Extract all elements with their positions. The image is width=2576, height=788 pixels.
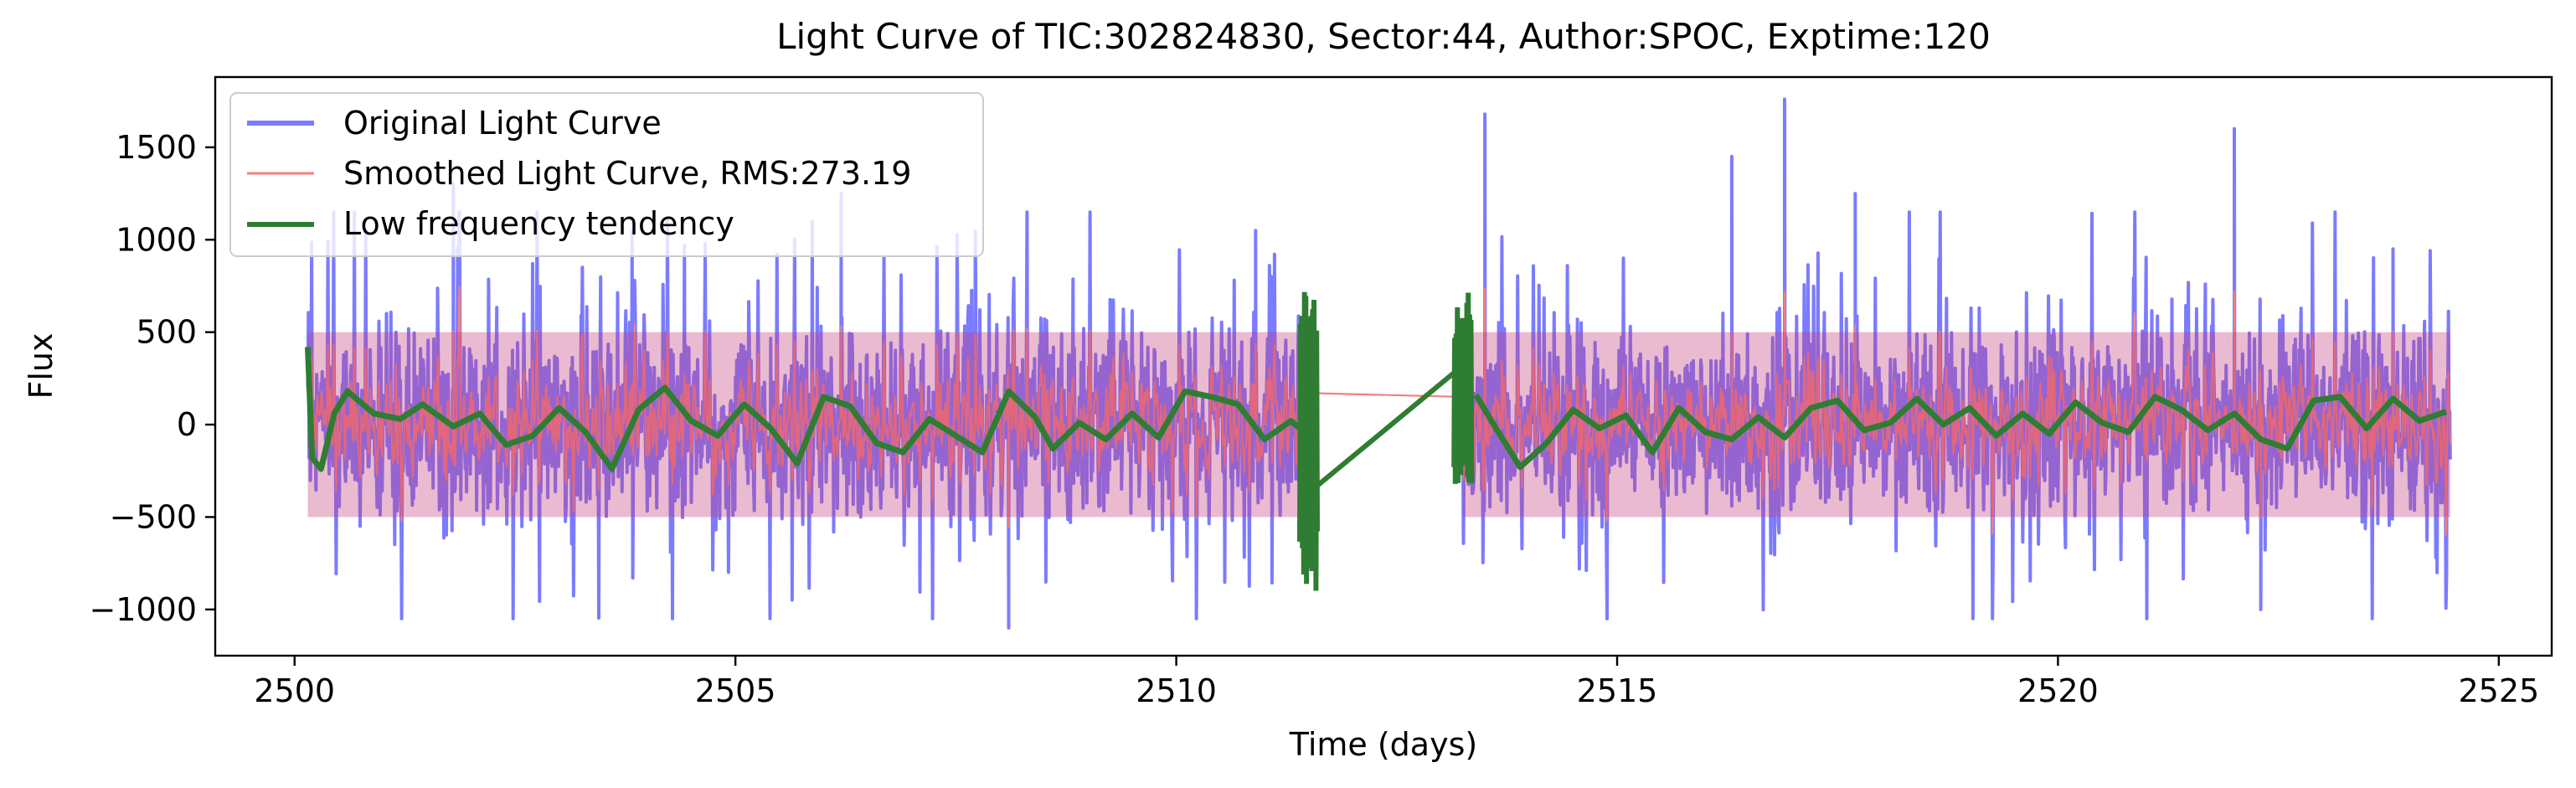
smoothed-curve-segment xyxy=(307,286,1314,528)
x-tick-label: 2515 xyxy=(1577,672,1658,709)
y-tick-label: 0 xyxy=(177,406,197,443)
y-tick-label: −1000 xyxy=(89,591,197,628)
legend-label-tendency: Low frequency tendency xyxy=(343,205,734,242)
plot-frame xyxy=(214,75,2553,657)
y-axis-ticks: 1500 1000 500 0 −500 −1000 xyxy=(89,129,215,628)
legend-label-original: Original Light Curve xyxy=(343,105,662,142)
legend: Original Light Curve Smoothed Light Curv… xyxy=(229,92,984,257)
legend-label-smoothed: Smoothed Light Curve, RMS:273.19 xyxy=(343,155,911,192)
x-axis-label: Time (days) xyxy=(1289,726,1477,763)
plot-area xyxy=(305,97,2452,630)
x-tick-label: 2510 xyxy=(1136,672,1217,709)
x-tick-label: 2525 xyxy=(2458,672,2539,709)
smoothed-gap-bridge xyxy=(1312,392,1463,399)
overlap-band xyxy=(1462,332,2450,518)
smoothed-curve-segment xyxy=(1461,287,2451,536)
tendency-edge-oscillation xyxy=(1451,292,1475,484)
x-tick-label: 2505 xyxy=(695,672,776,709)
chart-title: Light Curve of TIC:302824830, Sector:44,… xyxy=(776,16,1991,57)
series-low-frequency-tendency xyxy=(305,291,2447,591)
tendency-curve-segment xyxy=(1473,393,2447,471)
y-tick-label: 1500 xyxy=(116,129,197,166)
tendency-curve-segment xyxy=(305,347,1311,472)
legend-box xyxy=(229,92,984,257)
tendency-gap-bridge xyxy=(1311,367,1461,492)
x-tick-label: 2500 xyxy=(254,672,335,709)
x-tick-label: 2520 xyxy=(2017,672,2099,709)
x-axis-ticks: 2500 2505 2510 2515 2520 2525 xyxy=(254,656,2539,709)
tendency-edge-oscillation xyxy=(1297,291,1320,591)
y-axis-label: Flux xyxy=(23,333,59,399)
y-tick-label: 500 xyxy=(136,314,197,351)
y-tick-label: 1000 xyxy=(116,221,197,258)
y-tick-label: −500 xyxy=(110,498,197,535)
